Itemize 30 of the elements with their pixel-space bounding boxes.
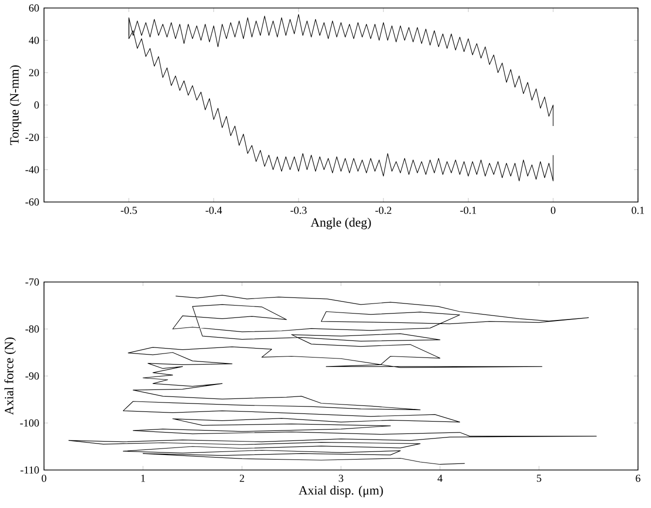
- y-tick-label: -40: [25, 166, 39, 174]
- y-axis-title: Axial force (N): [4, 338, 16, 415]
- y-tick-label: -20: [25, 134, 39, 141]
- x-tick-label: 0: [550, 206, 556, 214]
- x-tick-label: 3: [338, 474, 344, 482]
- y-axis-title: Torque (N-mm): [10, 65, 22, 145]
- x-axis-title: Axial disp. (μm): [298, 486, 383, 498]
- x-tick-label: -0.2: [375, 206, 392, 214]
- x-tick-label: 0.1: [632, 206, 644, 214]
- x-tick-label: -0.5: [120, 206, 137, 214]
- x-tick-label: -0.3: [290, 206, 307, 214]
- y-tick-label: -80: [25, 325, 39, 333]
- x-tick-label: 2: [240, 474, 244, 482]
- y-tick-label: -90: [25, 372, 39, 380]
- y-tick-label: -100: [20, 419, 39, 427]
- x-tick-label: 1: [141, 474, 146, 482]
- x-tick-label: 4: [438, 474, 442, 482]
- x-tick-label: -0.1: [460, 206, 476, 214]
- y-tick-label: -70: [25, 278, 39, 286]
- x-tick-label: 6: [636, 474, 640, 482]
- x-tick-label: 0: [42, 474, 46, 482]
- y-tick-label: -60: [25, 198, 39, 206]
- x-tick-label: 5: [536, 474, 542, 482]
- y-tick-label: 20: [29, 69, 39, 76]
- x-tick-label: -0.4: [206, 206, 222, 214]
- y-tick-label: -110: [20, 466, 39, 474]
- y-tick-label: 60: [29, 4, 39, 12]
- x-axis-title: Angle (deg): [310, 218, 371, 230]
- y-tick-label: 40: [28, 36, 39, 44]
- y-tick-label: 0: [34, 101, 39, 109]
